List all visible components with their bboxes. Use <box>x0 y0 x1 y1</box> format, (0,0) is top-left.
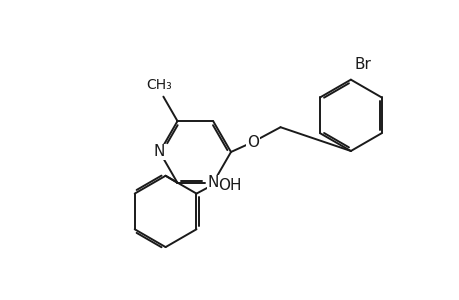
Text: N: N <box>154 145 165 160</box>
Text: Br: Br <box>354 57 371 72</box>
Text: N: N <box>207 176 218 190</box>
Text: O: O <box>246 135 258 150</box>
Text: CH₃: CH₃ <box>146 78 172 92</box>
Text: OH: OH <box>218 178 241 193</box>
